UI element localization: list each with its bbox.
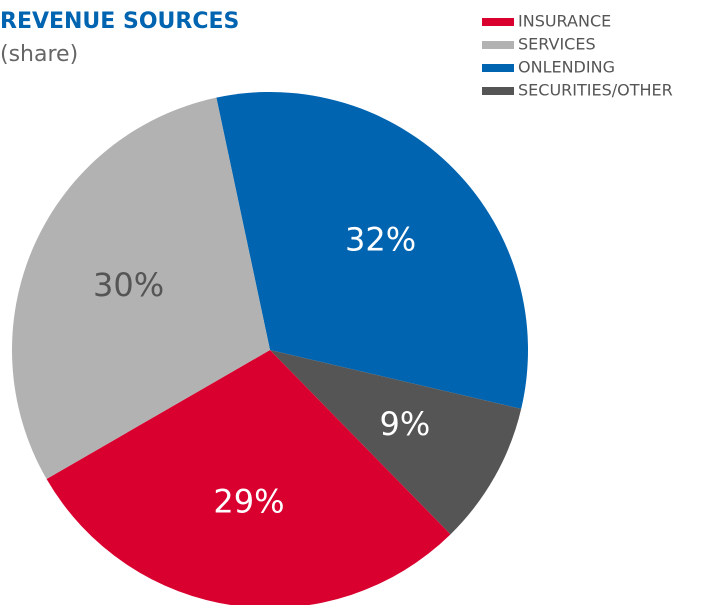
legend-swatch	[482, 87, 514, 95]
chart-subtitle: (share)	[0, 42, 78, 67]
pie-slice	[270, 350, 522, 535]
data-label: 9%	[379, 405, 430, 443]
legend-label: SECURITIES/OTHER	[518, 81, 673, 100]
chart-title: REVENUE SOURCES	[0, 9, 239, 34]
pie-slice	[11, 97, 270, 480]
pie-slice	[46, 350, 451, 605]
legend-label: ONLENDING	[518, 58, 615, 77]
legend-swatch	[482, 41, 514, 49]
data-label: 29%	[213, 482, 284, 520]
legend-swatch	[482, 18, 514, 26]
legend-label: INSURANCE	[518, 12, 611, 31]
legend-swatch	[482, 64, 514, 72]
pie-slice	[216, 91, 529, 409]
legend-label: SERVICES	[518, 35, 596, 54]
data-label: 32%	[345, 221, 416, 259]
data-label: 30%	[93, 266, 164, 304]
